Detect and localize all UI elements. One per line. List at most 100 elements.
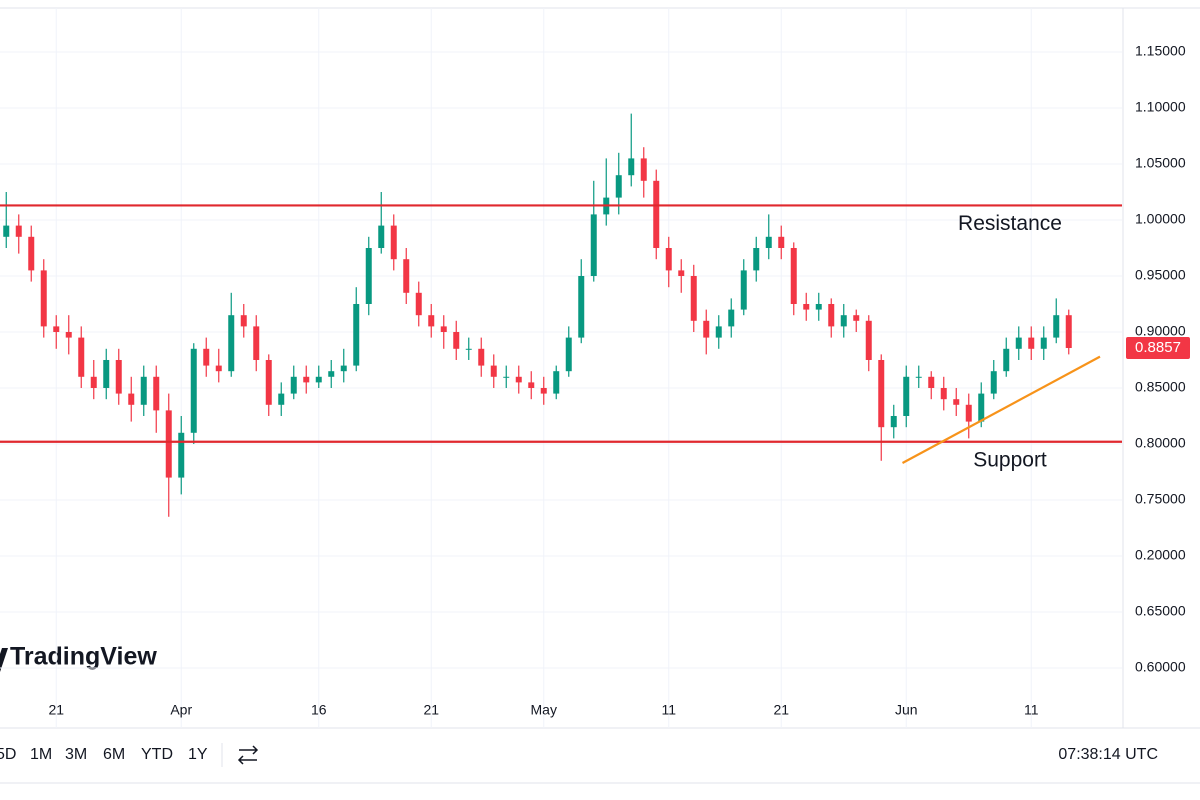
candle-body [3, 225, 10, 237]
candle-body [265, 359, 272, 405]
candle-body [328, 371, 335, 377]
candle-body [240, 315, 247, 327]
y-tick-label: 0.95000 [1135, 267, 1186, 283]
x-tick-label: 21 [48, 702, 64, 718]
candle-body [840, 315, 847, 327]
logo-icon [0, 648, 8, 672]
candle-body [190, 348, 197, 433]
range-button[interactable]: 6M [103, 746, 125, 763]
candle-body [1003, 348, 1010, 372]
level-label: Resistance [958, 212, 1062, 235]
y-tick-label: 0.75000 [1135, 491, 1186, 507]
candle-body [103, 359, 110, 388]
y-tick-label: 0.20000 [1135, 547, 1186, 563]
y-tick-label: 1.10000 [1135, 99, 1186, 115]
candle-body [403, 259, 410, 293]
range-button[interactable]: YTD [141, 746, 173, 763]
candle-body [40, 270, 47, 327]
candle-body [740, 270, 747, 310]
candle-body [653, 180, 660, 248]
candle-body [390, 225, 397, 260]
candle-body [690, 275, 697, 321]
y-tick-label: 0.65000 [1135, 603, 1186, 619]
candle-body [765, 236, 772, 248]
candle-body [453, 331, 460, 349]
x-tick-label: 11 [1024, 702, 1039, 718]
range-button[interactable]: 1Y [188, 746, 208, 763]
candle-body [528, 382, 535, 388]
candle-body [478, 348, 485, 366]
candle-body [28, 236, 35, 271]
y-tick-label: 0.60000 [1135, 659, 1186, 675]
candle-body [78, 337, 85, 377]
candle-body [778, 236, 785, 248]
candle-body [165, 410, 172, 478]
candle-body [253, 326, 260, 360]
candle-body [678, 270, 685, 276]
candle-body [578, 275, 585, 338]
candle-body [628, 158, 635, 176]
last-price-label: 0.8857 [1135, 339, 1181, 356]
x-tick-label: 21 [423, 702, 439, 718]
y-tick-label: 0.80000 [1135, 435, 1186, 451]
candle-body [728, 309, 735, 327]
candle-body [953, 399, 960, 405]
trend-line [901, 355, 1101, 464]
candle-body [65, 331, 72, 338]
candle-body [315, 376, 322, 383]
candle-body [640, 158, 647, 181]
candle-body [440, 326, 447, 332]
x-tick-label: Apr [170, 702, 192, 718]
candle-body [940, 387, 947, 400]
candle-body [1053, 315, 1060, 338]
x-tick-label: May [531, 702, 557, 718]
candle-body [203, 348, 210, 366]
logo: TradingView [10, 643, 157, 671]
x-tick-label: Jun [895, 702, 918, 718]
candle-body [715, 326, 722, 338]
candle-body [703, 320, 710, 338]
candle-body [303, 376, 310, 383]
candle-body [615, 175, 622, 198]
candle-body [878, 359, 885, 428]
y-tick-label: 0.90000 [1135, 323, 1186, 339]
candle-body [790, 248, 797, 304]
level-label: Support [973, 448, 1047, 471]
candle-body [903, 376, 910, 416]
candle-body [665, 248, 672, 271]
compare-icon[interactable] [237, 745, 259, 765]
candle-body [365, 248, 372, 304]
range-button[interactable]: 5D [0, 746, 16, 763]
candle-body [565, 337, 572, 372]
candle-body [228, 315, 235, 372]
candle-body [1028, 337, 1035, 349]
candle-body [865, 320, 872, 360]
candle-body [490, 365, 497, 377]
x-tick-label: 16 [311, 702, 327, 718]
candle-body [353, 303, 360, 366]
candle-body [278, 393, 285, 405]
last-price-tag [1126, 337, 1190, 360]
candle-body [1015, 337, 1022, 349]
candle-body [853, 315, 860, 321]
candle-body [340, 365, 347, 372]
x-tick-label: 11 [661, 702, 676, 718]
y-tick-label: 1.00000 [1135, 211, 1186, 227]
range-button[interactable]: 3M [65, 746, 87, 763]
candle-body [965, 404, 972, 422]
candle-body [540, 387, 547, 394]
candle-body [215, 365, 222, 372]
candle-body [1065, 315, 1072, 349]
candle-body [978, 393, 985, 422]
clock: 07:38:14 UTC [1058, 746, 1158, 763]
candle-body [465, 348, 472, 350]
candle-body [90, 376, 97, 388]
candle-body [553, 371, 560, 394]
candle-body [53, 326, 60, 332]
candle-body [590, 214, 597, 276]
range-button[interactable]: 1M [30, 746, 52, 763]
candle-body [428, 315, 435, 327]
candle-body [153, 376, 160, 411]
